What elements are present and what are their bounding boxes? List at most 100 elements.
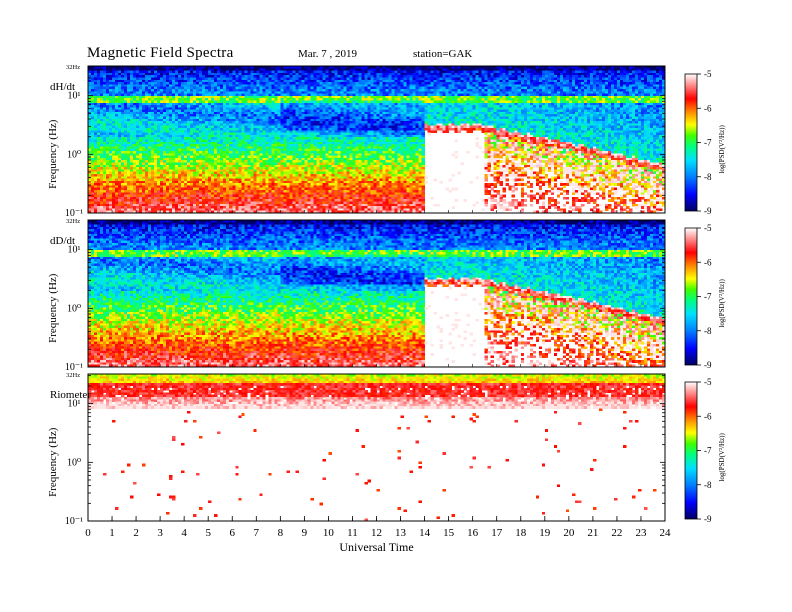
spectrogram-cell <box>259 89 262 92</box>
spectrogram-cell <box>172 80 175 83</box>
spectrogram-cell <box>262 176 265 179</box>
spectrogram-cell <box>199 183 202 186</box>
spectrogram-cell <box>223 176 226 179</box>
spectrogram-cell <box>223 174 226 177</box>
spectrogram-cell <box>139 89 142 92</box>
spectrogram-cell <box>199 137 202 140</box>
spectrogram-cell <box>244 126 247 129</box>
spectrogram-cell <box>280 169 283 172</box>
spectrogram-cell <box>157 156 160 159</box>
spectrogram-cell <box>142 137 145 140</box>
spectrogram-cell <box>163 181 166 184</box>
spectrogram-cell <box>190 87 193 90</box>
spectrogram-cell <box>103 110 106 113</box>
spectrogram-cell <box>280 87 283 90</box>
spectrogram-cell <box>160 144 163 147</box>
spectrogram-cell <box>214 190 217 193</box>
spectrogram-cell <box>280 89 283 92</box>
spectrogram-cell <box>223 146 226 149</box>
spectrogram-cell <box>259 153 262 156</box>
spectrogram-cell <box>259 162 262 165</box>
spectrogram-cell <box>97 146 100 149</box>
spectrogram-cell <box>292 167 295 170</box>
spectrogram-cell <box>124 119 127 122</box>
spectrogram-cell <box>247 96 250 99</box>
spectrogram-cell <box>238 188 241 191</box>
spectrogram-cell <box>214 130 217 133</box>
spectrogram-cell <box>244 89 247 92</box>
spectrogram-cell <box>274 137 277 140</box>
spectrogram-cell <box>169 103 172 106</box>
spectrogram-cell <box>259 197 262 200</box>
spectrogram-cell <box>103 160 106 163</box>
spectrogram-cell <box>106 206 109 209</box>
spectrogram-cell <box>151 94 154 97</box>
spectrogram-cell <box>160 204 163 207</box>
spectrogram-cell <box>262 140 265 143</box>
spectrogram-cell <box>238 176 241 179</box>
spectrogram-cell <box>175 192 178 195</box>
spectrogram-cell <box>100 190 103 193</box>
spectrogram-cell <box>133 130 136 133</box>
spectrogram-cell <box>238 103 241 106</box>
spectrogram-cell <box>181 183 184 186</box>
spectrogram-cell <box>277 176 280 179</box>
spectrogram-cell <box>136 169 139 172</box>
spectrogram-cell <box>112 156 115 159</box>
spectrogram-cell <box>220 169 223 172</box>
spectrogram-cell <box>214 199 217 202</box>
spectrogram-cell <box>121 96 124 99</box>
spectrogram-cell <box>118 123 121 126</box>
spectrogram-cell <box>262 77 265 80</box>
spectrogram-cell <box>100 144 103 147</box>
spectrogram-cell <box>130 94 133 97</box>
spectrogram-cell <box>175 151 178 154</box>
spectrogram-cell <box>286 73 289 76</box>
spectrogram-cell <box>154 103 157 106</box>
spectrogram-cell <box>268 156 271 159</box>
spectrogram-cell <box>217 146 220 149</box>
spectrogram-cell <box>178 156 181 159</box>
spectrogram-cell <box>223 107 226 110</box>
spectrogram-cell <box>157 107 160 110</box>
spectrogram-cell <box>226 181 229 184</box>
spectrogram-cell <box>124 153 127 156</box>
spectrogram-cell <box>214 181 217 184</box>
spectrogram-cell <box>208 123 211 126</box>
spectrogram-cell <box>145 197 148 200</box>
spectrogram-cell <box>205 133 208 136</box>
spectrogram-cell <box>223 94 226 97</box>
spectrogram-cell <box>253 103 256 106</box>
spectrogram-cell <box>166 82 169 85</box>
spectrogram-cell <box>196 130 199 133</box>
spectrogram-cell <box>187 192 190 195</box>
spectrogram-cell <box>163 133 166 136</box>
spectrogram-cell <box>187 119 190 122</box>
spectrogram-cell <box>154 174 157 177</box>
spectrogram-cell <box>244 80 247 83</box>
spectrogram-cell <box>112 82 115 85</box>
spectrogram-cell <box>91 176 94 179</box>
spectrogram-cell <box>244 199 247 202</box>
spectrogram-cell <box>238 73 241 76</box>
spectrogram-cell <box>229 126 232 129</box>
spectrogram-cell <box>298 82 301 85</box>
spectrogram-cell <box>283 188 286 191</box>
spectrogram-cell <box>169 82 172 85</box>
spectrogram-cell <box>223 119 226 122</box>
spectrogram-cell <box>220 162 223 165</box>
spectrogram-cell <box>232 110 235 113</box>
spectrogram-cell <box>223 162 226 165</box>
spectrogram-cell <box>139 119 142 122</box>
spectrogram-cell <box>163 94 166 97</box>
spectrogram-cell <box>244 174 247 177</box>
spectrogram-cell <box>271 137 274 140</box>
spectrogram-cell <box>232 107 235 110</box>
spectrogram-cell <box>124 126 127 129</box>
spectrogram-cell <box>250 174 253 177</box>
spectrogram-cell <box>199 176 202 179</box>
spectrogram-cell <box>124 107 127 110</box>
spectrogram-cell <box>229 119 232 122</box>
spectrogram-cell <box>190 77 193 80</box>
spectrogram-cell <box>103 71 106 74</box>
